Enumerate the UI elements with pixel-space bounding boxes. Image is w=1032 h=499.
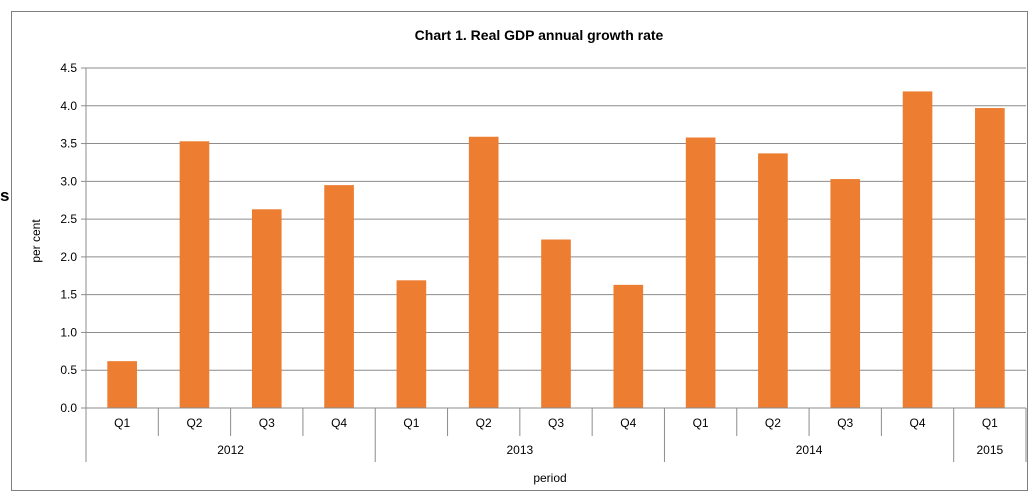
bar	[324, 185, 354, 408]
year-label: 2012	[217, 443, 244, 457]
stray-glyph: s	[0, 186, 10, 205]
x-tick-label: Q3	[259, 416, 275, 430]
bar-chart: Chart 1. Real GDP annual growth rate per…	[29, 27, 1027, 485]
bar	[613, 284, 644, 408]
bars	[107, 91, 1005, 409]
x-tick-label: Q2	[765, 416, 781, 430]
x-tick-label: Q4	[620, 416, 636, 430]
year-label: 2015	[976, 443, 1003, 457]
year-group-labels: 2012 2013 2014 2015	[217, 443, 1003, 457]
bar	[107, 361, 137, 408]
bar	[902, 91, 933, 408]
x-tick-label: Q3	[548, 416, 564, 430]
bar	[468, 136, 499, 408]
y-tick-label: 2.5	[60, 212, 77, 226]
bar	[685, 137, 716, 408]
y-tick-label: 3.0	[60, 174, 77, 188]
x-tick-label: Q1	[982, 416, 998, 430]
y-tick-label: 0.0	[60, 401, 77, 415]
bar	[396, 280, 427, 408]
bar	[541, 239, 571, 408]
x-axis-label: period	[533, 471, 566, 485]
y-tick-label: 4.5	[60, 61, 77, 75]
x-tick-label: Q3	[837, 416, 853, 430]
y-axis-label: per cent	[29, 219, 43, 263]
x-tick-label: Q1	[693, 416, 709, 430]
x-tick-label: Q2	[186, 416, 202, 430]
y-tick-label: 4.0	[60, 99, 77, 113]
chart-title: Chart 1. Real GDP annual growth rate	[415, 27, 664, 43]
year-label: 2013	[506, 443, 533, 457]
chart-frame: Chart 1. Real GDP annual growth rate per…	[11, 11, 1028, 491]
x-tick-label: Q1	[114, 416, 130, 430]
bar	[179, 141, 210, 409]
y-tick-labels: 0.0 0.5 1.0 1.5 2.0 2.5 3.0 3.5 4.0 4.5	[60, 61, 77, 415]
x-tick-label: Q4	[331, 416, 347, 430]
bar	[975, 108, 1005, 409]
x-tick-labels: Q1 Q2 Q3 Q4 Q1 Q2 Q3 Q4 Q1 Q2 Q3 Q4 Q1	[114, 416, 998, 430]
y-tick-label: 1.5	[60, 288, 77, 302]
y-tick-label: 3.5	[60, 137, 77, 151]
x-tick-label: Q2	[476, 416, 492, 430]
bar	[251, 209, 282, 408]
axes	[85, 68, 1027, 462]
bar	[830, 179, 861, 408]
x-tick-label: Q4	[910, 416, 926, 430]
x-tick-label: Q1	[403, 416, 419, 430]
y-tick-label: 1.0	[60, 325, 77, 339]
y-tick-label: 2.0	[60, 250, 77, 264]
y-tick-label: 0.5	[60, 363, 77, 377]
year-label: 2014	[796, 443, 823, 457]
bar	[758, 153, 788, 408]
